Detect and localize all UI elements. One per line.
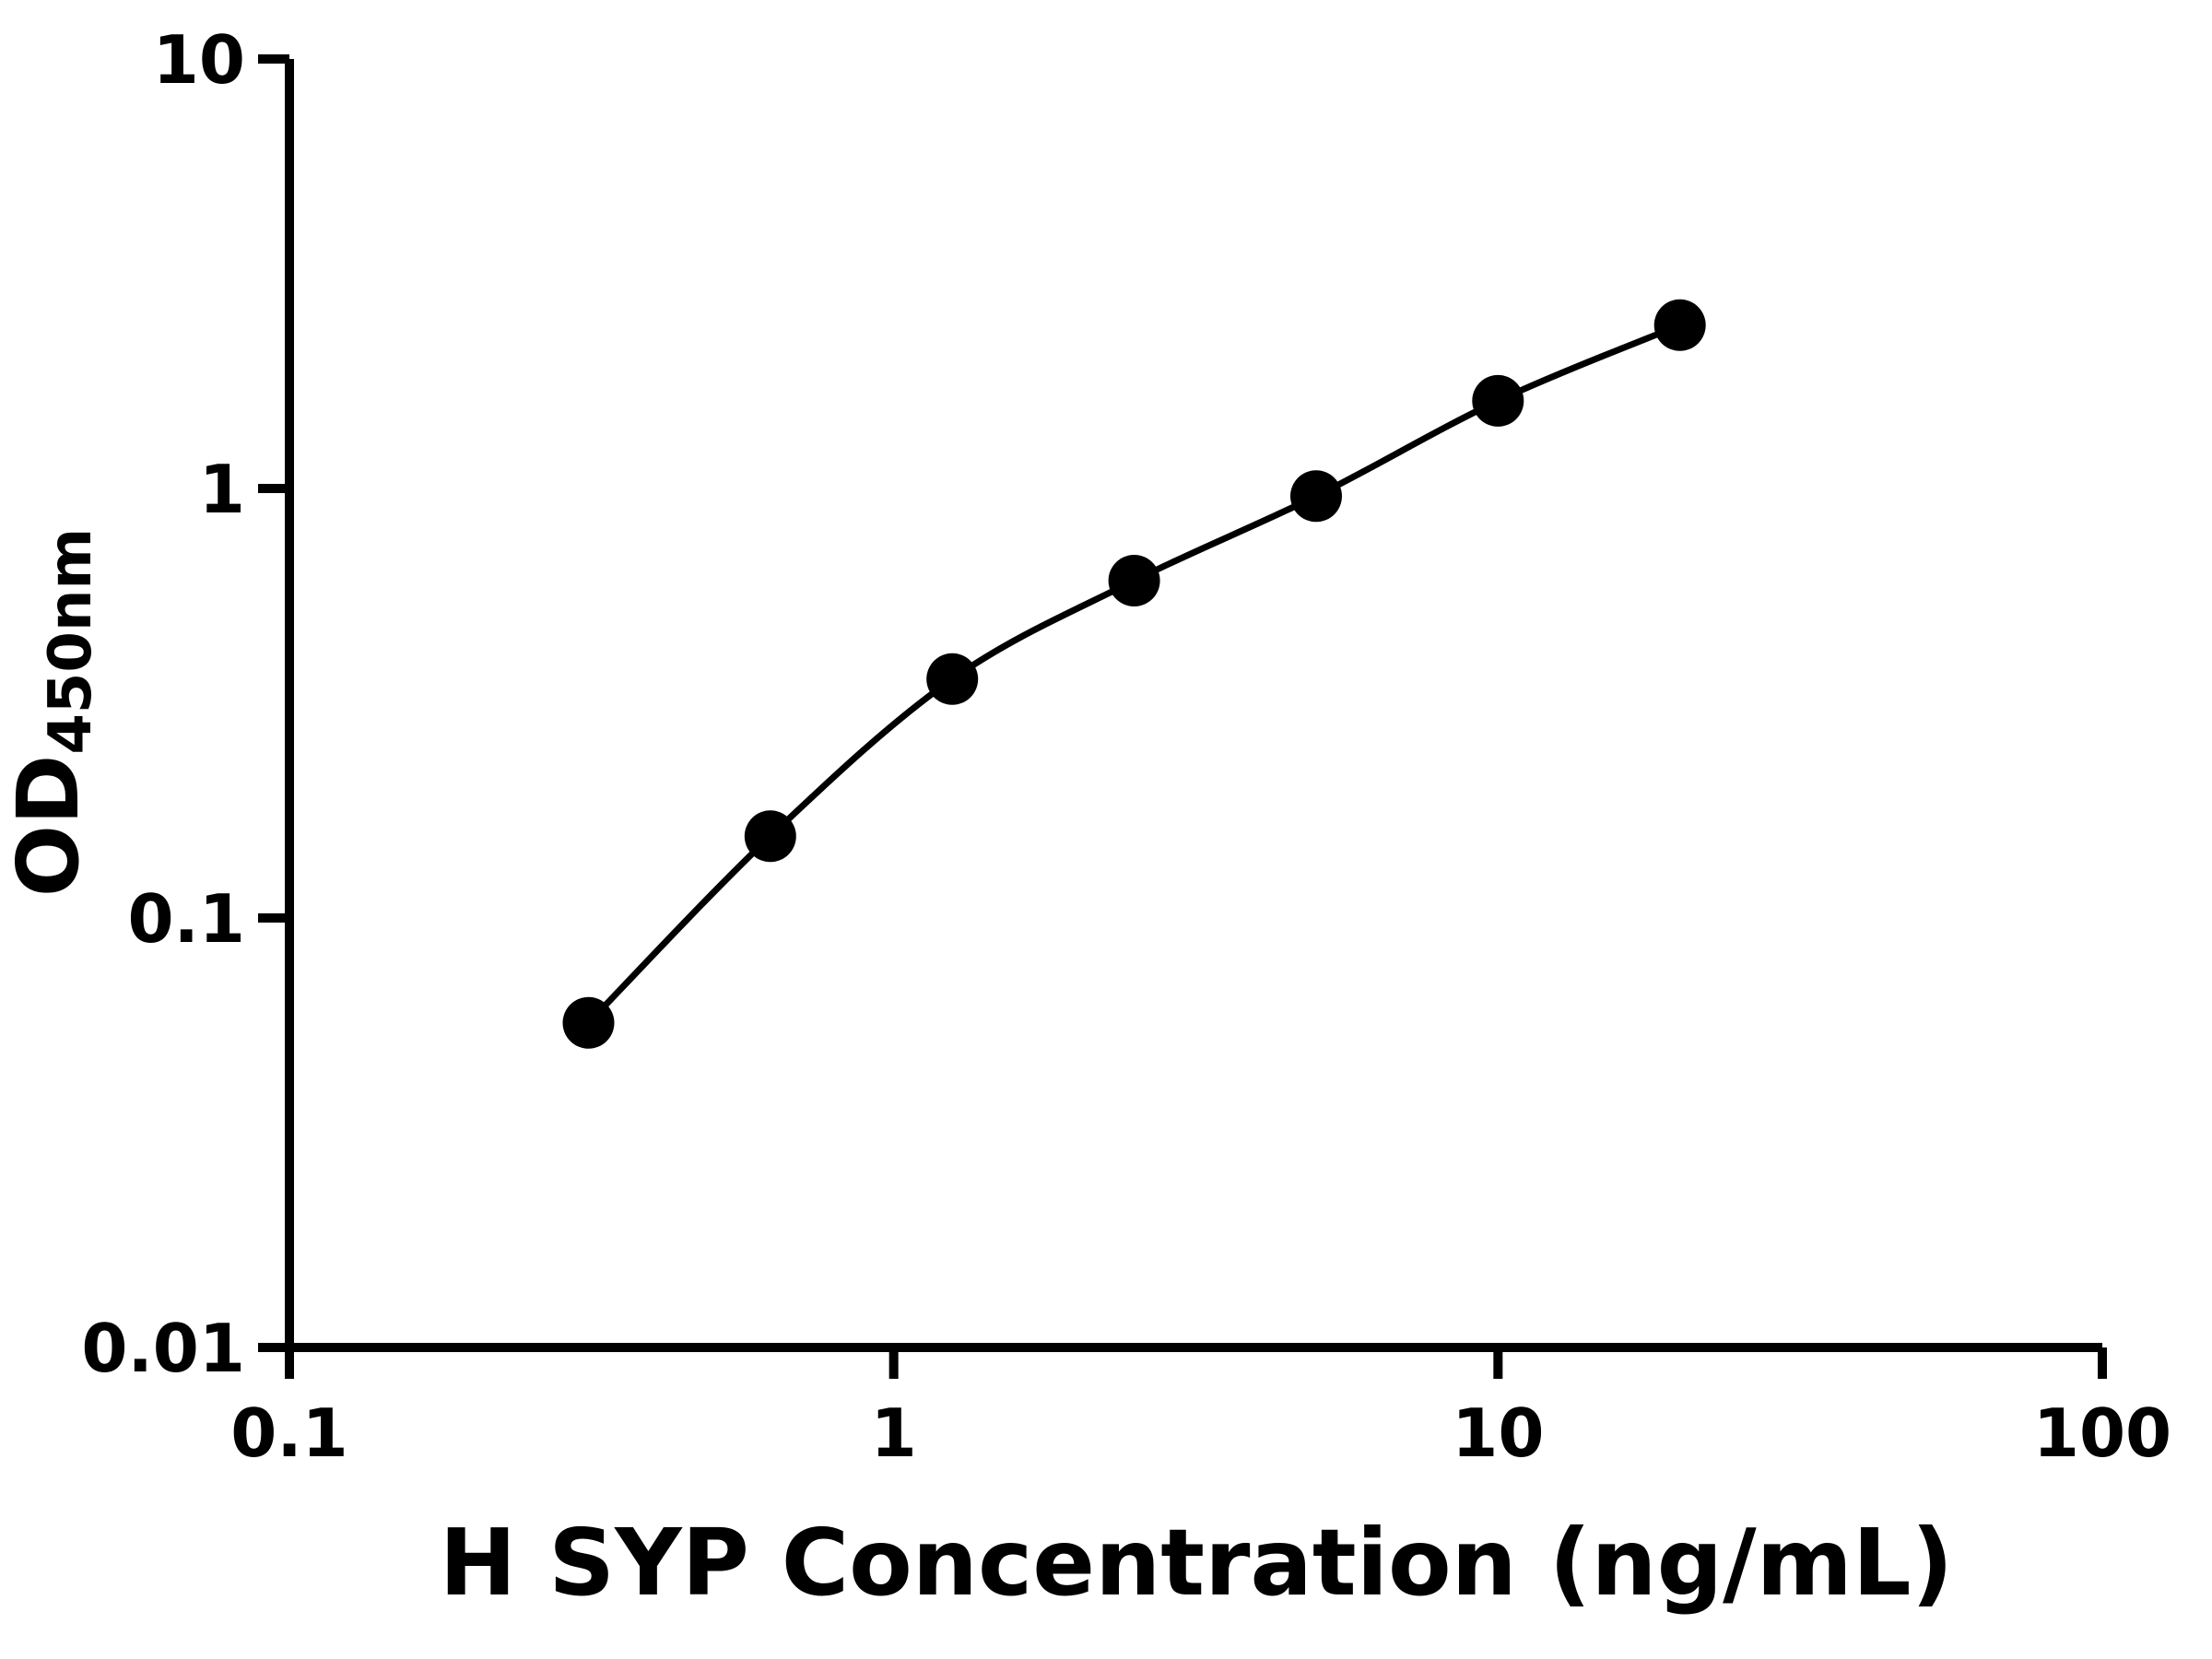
standard-curve-line <box>585 322 1682 1026</box>
y-tick-label: 10 <box>153 21 245 99</box>
data-point-marker <box>1108 555 1160 606</box>
data-point-marker <box>562 996 615 1049</box>
data-point-marker <box>1653 299 1706 351</box>
y-tick-label: 1 <box>199 451 245 528</box>
y-axis-label: OD450nm <box>0 528 105 897</box>
y-tick-label: 0.1 <box>127 880 245 958</box>
data-point-marker <box>744 810 796 863</box>
x-tick-label: 1 <box>871 1394 917 1472</box>
data-point-marker <box>1290 470 1342 523</box>
y-axis-label-main: OD <box>0 755 98 898</box>
data-point-marker <box>926 653 979 705</box>
x-axis-label: H SYP Concentration (ng/mL) <box>440 1509 1954 1617</box>
x-tick-label: 10 <box>1452 1394 1544 1472</box>
x-tick-label: 100 <box>2033 1394 2171 1472</box>
x-tick-label: 0.1 <box>230 1394 348 1472</box>
data-point-marker <box>1472 374 1524 427</box>
y-tick-label: 0.01 <box>81 1310 245 1387</box>
axes-spines <box>285 59 2102 1352</box>
y-axis-label-subscript: 450nm <box>37 528 105 755</box>
